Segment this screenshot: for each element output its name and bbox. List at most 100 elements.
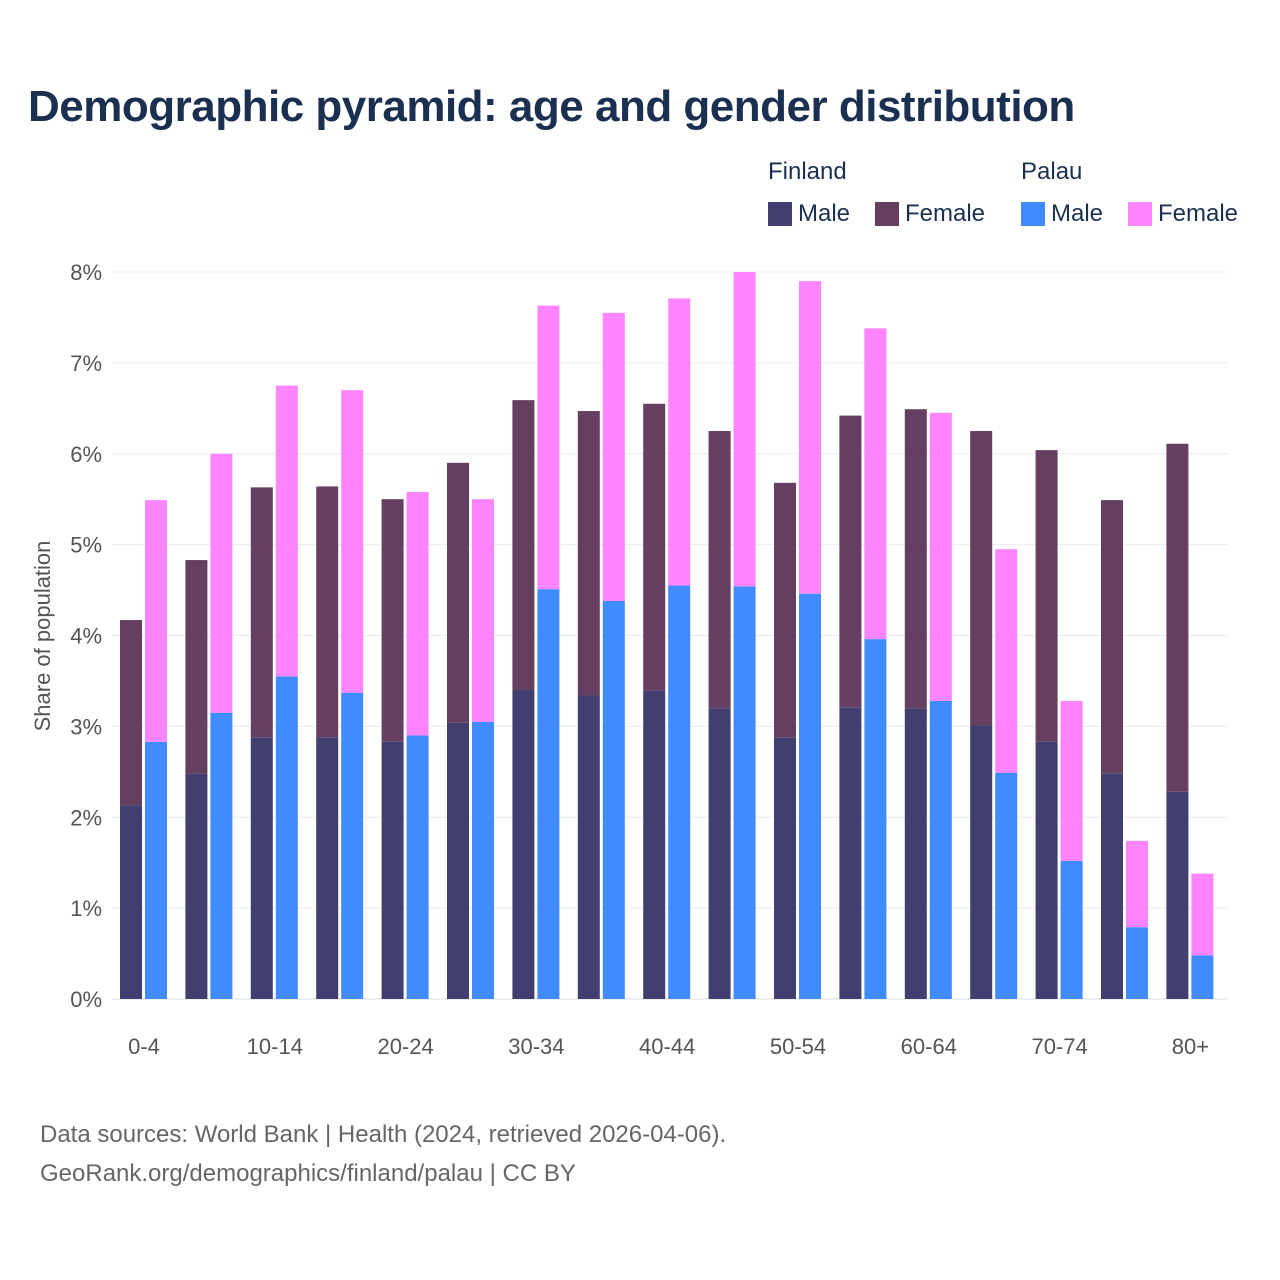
bar-palau-female-70-74 xyxy=(1060,700,1083,861)
bar-finland-female-50-54 xyxy=(774,482,796,738)
bar-finland-male-55-59 xyxy=(839,707,862,999)
x-tick-label: 50-54 xyxy=(770,1034,826,1059)
bar-finland-female-25-29 xyxy=(447,462,469,723)
legend-finland-female: Female xyxy=(875,200,985,228)
bar-palau-male-75-79 xyxy=(1126,927,1148,999)
bar-palau-female-75-79 xyxy=(1126,840,1148,928)
bar-palau-male-0-4 xyxy=(145,741,167,999)
bar-palau-female-35-39 xyxy=(602,312,625,601)
footer: Data sources: World Bank | Health (2024,… xyxy=(40,1115,726,1193)
bar-finland-male-0-4 xyxy=(120,805,142,999)
bar-palau-female-5-9 xyxy=(210,453,233,713)
x-tick-label: 30-34 xyxy=(508,1034,564,1059)
y-tick-label: 6% xyxy=(70,442,102,467)
bar-finland-female-10-14 xyxy=(250,487,273,738)
bar-finland-male-40-44 xyxy=(643,690,666,999)
y-tick-label: 7% xyxy=(70,351,102,376)
legend-swatch xyxy=(1128,202,1152,226)
bar-finland-male-80+ xyxy=(1166,791,1189,999)
bar-finland-male-65-69 xyxy=(970,725,993,999)
legend-palau-female: Female xyxy=(1128,200,1238,228)
bar-palau-female-30-34 xyxy=(537,305,560,590)
bar-finland-female-70-74 xyxy=(1035,450,1058,742)
x-tick-label: 40-44 xyxy=(639,1034,695,1059)
bar-palau-female-80+ xyxy=(1191,873,1214,956)
x-tick-label: 80+ xyxy=(1172,1034,1209,1059)
chart-title: Demographic pyramid: age and gender dist… xyxy=(28,82,1075,131)
bar-finland-male-5-9 xyxy=(185,773,208,999)
x-tick-label: 0-4 xyxy=(128,1034,160,1059)
bar-finland-female-65-69 xyxy=(970,431,993,726)
y-tick-label: 8% xyxy=(70,260,102,285)
bar-finland-female-30-34 xyxy=(512,400,535,691)
legend-label: Female xyxy=(905,200,986,227)
bar-palau-male-50-54 xyxy=(799,593,821,999)
bar-finland-female-5-9 xyxy=(185,560,208,774)
bar-finland-female-55-59 xyxy=(839,415,862,708)
bar-palau-male-80+ xyxy=(1191,955,1214,999)
y-tick-label: 1% xyxy=(70,896,102,921)
y-tick-label: 0% xyxy=(70,987,102,1012)
bar-palau-male-65-69 xyxy=(995,772,1018,999)
x-tick-label: 10-14 xyxy=(247,1034,303,1059)
bar-palau-female-45-49 xyxy=(733,272,756,587)
x-tick-label: 70-74 xyxy=(1031,1034,1087,1059)
y-tick-label: 2% xyxy=(70,805,102,830)
footer-link[interactable]: GeoRank.org/demographics/finland/palau |… xyxy=(40,1160,576,1187)
bar-finland-female-20-24 xyxy=(381,499,404,742)
legend-swatch xyxy=(875,202,899,226)
bar-palau-female-50-54 xyxy=(799,281,821,594)
x-tick-label: 20-24 xyxy=(377,1034,433,1059)
bar-palau-male-40-44 xyxy=(668,585,691,999)
bar-finland-male-45-49 xyxy=(708,708,731,999)
bar-palau-male-20-24 xyxy=(406,735,429,999)
bar-palau-female-0-4 xyxy=(145,500,167,742)
bar-palau-female-15-19 xyxy=(341,390,364,693)
legend-group-palau: Palau xyxy=(1021,158,1083,185)
legend-swatch xyxy=(768,202,792,226)
bar-finland-female-60-64 xyxy=(904,409,927,709)
bar-palau-female-60-64 xyxy=(929,412,952,701)
bar-palau-female-55-59 xyxy=(864,328,887,640)
bar-palau-male-30-34 xyxy=(537,589,560,999)
bar-palau-female-10-14 xyxy=(275,385,298,677)
bar-finland-male-50-54 xyxy=(774,737,796,999)
legend-palau-male: Male xyxy=(1021,200,1103,228)
bar-finland-male-10-14 xyxy=(250,737,273,999)
bar-finland-female-15-19 xyxy=(316,486,339,738)
bar-palau-male-25-29 xyxy=(472,721,494,999)
bar-finland-male-70-74 xyxy=(1035,741,1058,999)
bar-palau-female-65-69 xyxy=(995,549,1018,773)
y-tick-label: 5% xyxy=(70,533,102,558)
bar-palau-male-45-49 xyxy=(733,586,756,999)
legend-finland-male: Male xyxy=(768,200,850,228)
bar-palau-male-10-14 xyxy=(275,676,298,999)
legend-label: Female xyxy=(1158,200,1239,227)
legend-label: Male xyxy=(1051,200,1104,227)
bar-palau-male-70-74 xyxy=(1060,860,1083,999)
bar-finland-male-25-29 xyxy=(447,722,469,999)
bar-finland-female-80+ xyxy=(1166,443,1189,792)
bar-palau-female-20-24 xyxy=(406,491,429,736)
bar-finland-male-20-24 xyxy=(381,741,404,999)
legend-group-finland: Finland xyxy=(768,158,847,185)
bar-finland-female-0-4 xyxy=(120,620,142,806)
bar-palau-female-40-44 xyxy=(668,298,691,586)
bar-finland-female-40-44 xyxy=(643,403,666,691)
bar-palau-male-5-9 xyxy=(210,712,233,999)
bar-finland-male-75-79 xyxy=(1101,773,1123,999)
y-tick-label: 3% xyxy=(70,714,102,739)
y-axis-label: Share of population xyxy=(30,541,55,732)
bar-palau-male-60-64 xyxy=(929,700,952,999)
bar-finland-female-75-79 xyxy=(1101,500,1123,774)
footer-sources: Data sources: World Bank | Health (2024,… xyxy=(40,1121,727,1148)
legend-swatch xyxy=(1021,202,1045,226)
bar-finland-male-15-19 xyxy=(316,737,339,999)
y-tick-label: 4% xyxy=(70,624,102,649)
x-tick-label: 60-64 xyxy=(901,1034,957,1059)
bar-finland-male-60-64 xyxy=(904,708,927,999)
bar-finland-female-45-49 xyxy=(708,431,731,709)
bar-palau-male-35-39 xyxy=(602,600,625,999)
bar-palau-male-55-59 xyxy=(864,639,887,999)
